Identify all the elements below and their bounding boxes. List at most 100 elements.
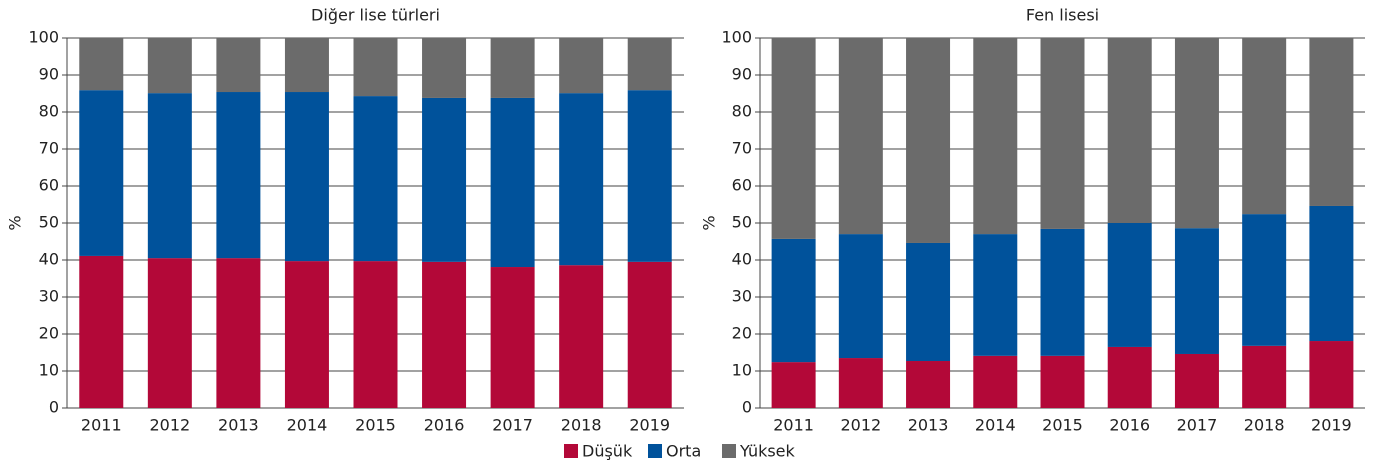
chart-title: Fen lisesi: [1026, 6, 1099, 25]
x-tick-label: 2019: [629, 416, 670, 435]
bar-segment: [906, 38, 951, 243]
y-tick-label: 0: [49, 398, 59, 417]
y-tick-label: 20: [732, 324, 752, 343]
bar-segment: [1040, 355, 1085, 408]
bar-segment: [353, 38, 398, 97]
x-tick-label: 2013: [908, 416, 949, 435]
bar-segment: [1242, 214, 1287, 346]
bar-segment: [1174, 353, 1219, 408]
bar-segment: [1174, 38, 1219, 229]
legend-label: Yüksek: [739, 442, 796, 461]
bar-segment: [973, 38, 1018, 235]
x-tick-label: 2013: [218, 416, 259, 435]
bar-segment: [79, 255, 124, 408]
y-axis-label: %: [6, 215, 25, 230]
y-tick-label: 90: [39, 65, 59, 84]
y-tick-label: 10: [732, 361, 752, 380]
bar-segment: [559, 38, 604, 94]
bar-segment: [1309, 341, 1354, 408]
y-tick-label: 100: [721, 28, 752, 47]
bar-segment: [838, 38, 883, 235]
bar-segment: [973, 234, 1018, 356]
bar-segment: [1309, 38, 1354, 206]
bar-segment: [771, 362, 816, 408]
bar-segment: [147, 38, 192, 94]
bar-segment: [838, 358, 883, 408]
bar-segment: [1107, 223, 1152, 347]
x-tick-label: 2016: [424, 416, 465, 435]
bar-segment: [353, 96, 398, 262]
y-tick-label: 70: [39, 139, 59, 158]
x-tick-label: 2015: [1042, 416, 1083, 435]
y-tick-label: 70: [732, 139, 752, 158]
legend-swatch: [648, 444, 662, 458]
y-tick-label: 40: [39, 250, 59, 269]
bar-segment: [422, 97, 467, 262]
bar-segment: [559, 265, 604, 408]
bar-segment: [627, 261, 672, 408]
legend-swatch: [722, 444, 736, 458]
bar-segment: [353, 261, 398, 408]
y-tick-label: 100: [28, 28, 59, 47]
y-tick-label: 20: [39, 324, 59, 343]
bar-segment: [490, 38, 535, 98]
legend-label: Düşük: [582, 442, 633, 461]
bar-segment: [906, 242, 951, 362]
y-tick-label: 60: [39, 176, 59, 195]
bar-segment: [216, 92, 261, 259]
x-tick-label: 2017: [492, 416, 533, 435]
bar-segment: [627, 38, 672, 91]
x-tick-label: 2012: [840, 416, 881, 435]
bar-segment: [490, 267, 535, 408]
x-tick-label: 2011: [773, 416, 814, 435]
bar-segment: [973, 355, 1018, 408]
y-tick-label: 40: [732, 250, 752, 269]
bar-segment: [284, 92, 329, 262]
x-tick-label: 2014: [287, 416, 328, 435]
x-tick-label: 2014: [975, 416, 1016, 435]
bar-segment: [906, 361, 951, 408]
bar-segment: [1040, 228, 1085, 356]
x-tick-label: 2016: [1109, 416, 1150, 435]
y-tick-label: 90: [732, 65, 752, 84]
y-tick-label: 50: [39, 213, 59, 232]
y-axis-label: %: [700, 215, 719, 230]
y-tick-label: 30: [732, 287, 752, 306]
x-tick-label: 2017: [1177, 416, 1218, 435]
x-tick-label: 2018: [1244, 416, 1285, 435]
bar-segment: [1309, 205, 1354, 342]
chart-title: Diğer lise türleri: [311, 6, 440, 25]
bar-segment: [147, 258, 192, 408]
bar-segment: [1107, 38, 1152, 223]
bar-segment: [216, 38, 261, 93]
bar-segment: [216, 258, 261, 408]
bar-segment: [490, 97, 535, 268]
x-tick-label: 2015: [355, 416, 396, 435]
x-tick-label: 2011: [81, 416, 122, 435]
bar-segment: [79, 38, 124, 91]
bar-segment: [284, 261, 329, 408]
bar-segment: [1242, 345, 1287, 408]
legend-swatch: [564, 444, 578, 458]
bar-segment: [771, 238, 816, 363]
bar-segment: [79, 90, 124, 256]
bar-segment: [422, 261, 467, 408]
y-tick-label: 80: [39, 102, 59, 121]
bar-segment: [422, 38, 467, 98]
y-tick-label: 80: [732, 102, 752, 121]
bar-segment: [1242, 38, 1287, 215]
bar-segment: [284, 38, 329, 93]
x-tick-label: 2019: [1311, 416, 1352, 435]
y-tick-label: 50: [732, 213, 752, 232]
y-tick-label: 0: [742, 398, 752, 417]
bar-segment: [1040, 38, 1085, 229]
legend-label: Orta: [666, 442, 701, 461]
bar-segment: [559, 93, 604, 266]
y-tick-label: 60: [732, 176, 752, 195]
bar-segment: [627, 90, 672, 262]
y-tick-label: 10: [39, 361, 59, 380]
bar-segment: [1174, 228, 1219, 354]
bar-segment: [1107, 346, 1152, 408]
x-tick-label: 2018: [561, 416, 602, 435]
